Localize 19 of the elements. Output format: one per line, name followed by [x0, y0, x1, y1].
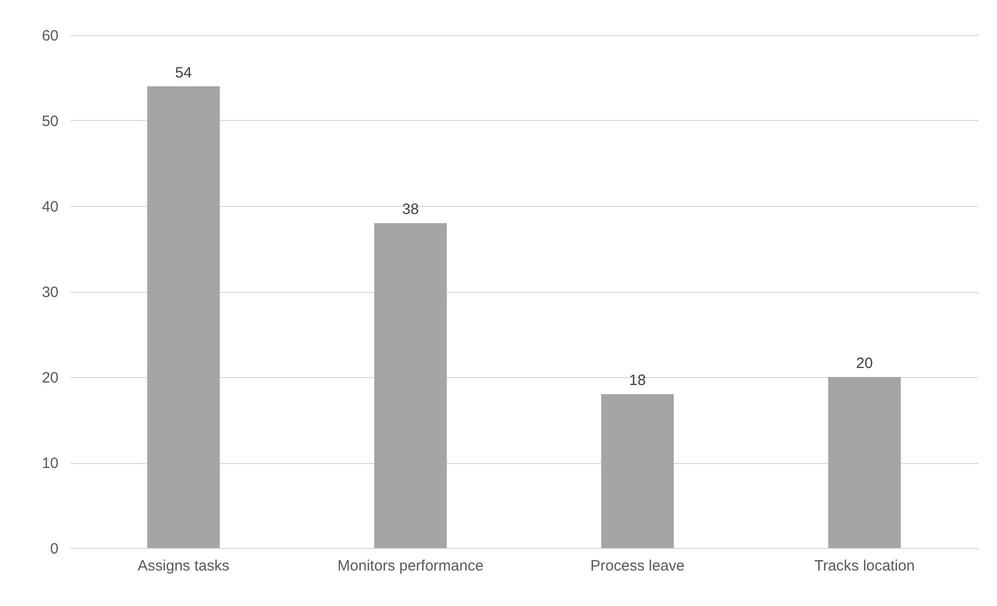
- y-tick-label: 20: [42, 370, 58, 386]
- y-tick-label: 40: [42, 198, 58, 216]
- data-label: 20: [856, 355, 873, 372]
- y-tick-label: 0: [50, 540, 58, 558]
- bar: [374, 223, 447, 548]
- data-label: 38: [402, 201, 419, 218]
- x-tick-label: Monitors performance: [338, 558, 484, 574]
- x-tick-label: Tracks location: [814, 558, 915, 574]
- y-tick-label: 50: [42, 113, 58, 130]
- bar: [828, 377, 901, 548]
- x-tick-label: Process leave: [590, 558, 685, 574]
- data-label: 54: [175, 64, 192, 82]
- y-tick-label: 10: [42, 455, 58, 472]
- y-tick-label: 60: [42, 28, 58, 44]
- bar: [601, 394, 674, 548]
- data-label: 18: [629, 372, 646, 390]
- bar: [147, 86, 220, 548]
- x-tick-label: Assigns tasks: [138, 558, 230, 574]
- y-tick-label: 30: [42, 284, 58, 301]
